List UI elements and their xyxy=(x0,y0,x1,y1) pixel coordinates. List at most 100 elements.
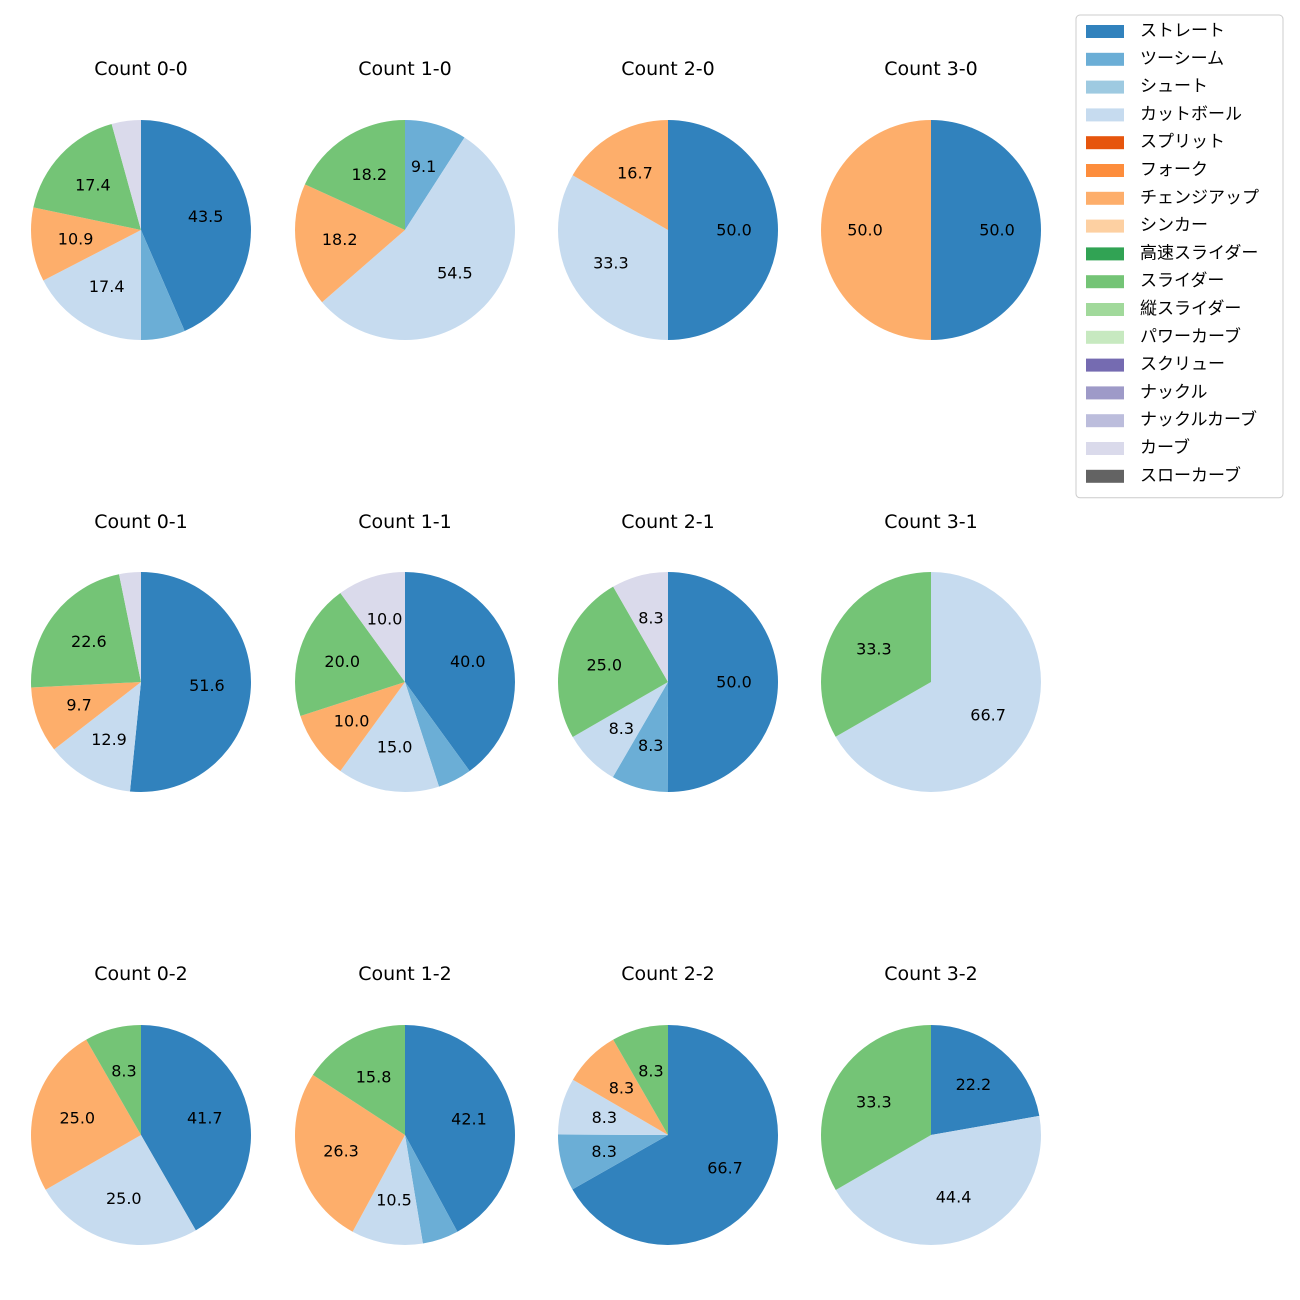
legend-swatch xyxy=(1086,191,1124,205)
legend-label: ツーシーム xyxy=(1140,49,1224,69)
legend-label: カーブ xyxy=(1140,437,1190,458)
pie-count-3-0: Count 3-0 50.0 50.0 xyxy=(821,58,1041,340)
pie-slice xyxy=(111,120,141,230)
pie-title: Count 2-1 xyxy=(621,511,715,533)
slice-label: 20.0 xyxy=(324,652,360,671)
pie-slice xyxy=(300,682,405,771)
legend-label: 縦スライダー xyxy=(1140,299,1241,319)
pie-slice xyxy=(613,1025,668,1135)
pie-slice xyxy=(558,1134,668,1190)
pie-title: Count 3-0 xyxy=(884,58,978,80)
slice-label: 8.3 xyxy=(111,1062,136,1081)
pie-slice xyxy=(613,572,668,682)
pie-slice xyxy=(304,120,405,230)
legend-label: シュート xyxy=(1140,77,1208,97)
slice-label: 15.8 xyxy=(356,1067,392,1086)
legend-item: チェンジアップ xyxy=(1086,188,1259,208)
pie-slice xyxy=(141,230,185,340)
slice-label: 8.3 xyxy=(638,736,663,755)
pie-slice xyxy=(322,137,515,340)
slice-label: 15.0 xyxy=(377,738,413,757)
pie-slice xyxy=(31,682,142,750)
legend-item: ツーシーム xyxy=(1086,49,1224,69)
pie-title: Count 3-1 xyxy=(884,511,978,533)
pie-slice xyxy=(821,1025,931,1190)
pie-count-1-0: Count 1-0 9.1 54.5 18.2 18.2 xyxy=(295,58,515,340)
pie-slice xyxy=(572,682,668,778)
slice-label: 50.0 xyxy=(716,221,752,240)
legend-label: スローカーブ xyxy=(1140,465,1241,486)
pie-slice xyxy=(572,120,668,230)
legend-swatch xyxy=(1086,219,1124,233)
pie-slice xyxy=(405,572,516,771)
pie-slice xyxy=(572,1039,668,1135)
pie-slice xyxy=(668,120,778,340)
pie-count-1-2: Count 1-2 42.1 10.5 26.3 15.8 xyxy=(294,963,515,1245)
pie-slice xyxy=(405,682,470,787)
legend-swatch xyxy=(1086,303,1124,316)
pie-slice xyxy=(557,586,668,737)
pie-slice xyxy=(141,120,252,331)
legend-label: ナックル xyxy=(1140,382,1208,402)
pie-count-0-1: Count 0-1 51.6 12.99.7 22.6 xyxy=(31,511,251,793)
slice-label: 10.9 xyxy=(58,229,94,248)
slice-label: 22.6 xyxy=(71,632,107,651)
pie-slice xyxy=(45,1135,196,1246)
slice-label: 8.3 xyxy=(609,1079,634,1098)
legend-swatch xyxy=(1086,414,1124,428)
slice-label: 33.3 xyxy=(856,1093,892,1112)
legend-item: 高速スライダー xyxy=(1086,243,1258,263)
pie-slice xyxy=(119,572,141,682)
slice-label: 51.6 xyxy=(189,676,225,695)
pie-slice xyxy=(30,1039,141,1190)
legend-item: ナックルカーブ xyxy=(1086,409,1257,430)
pie-title: Count 0-0 xyxy=(94,58,188,80)
legend-frame xyxy=(1075,14,1284,499)
slice-label: 42.1 xyxy=(451,1109,487,1128)
pie-slice xyxy=(295,593,405,716)
pie-slice xyxy=(352,1135,423,1245)
pie-count-2-1: Count 2-150.08.38.325.08.3 xyxy=(557,511,779,792)
pie-charts: Count 0-0 43.5 17.4 10.9 17.4 Count 1-0 9.1 54.… xyxy=(30,58,1041,1246)
legend-item: シンカー xyxy=(1086,216,1208,236)
legend-swatch xyxy=(1086,330,1124,344)
legend-label: カットボール xyxy=(1140,104,1242,124)
pie-count-3-2: Count 3-2 22.2 44.4 33.3 xyxy=(821,963,1041,1245)
legend-swatch xyxy=(1086,469,1124,483)
slice-label: 8.3 xyxy=(592,1108,617,1127)
pie-count-0-0: Count 0-0 43.5 17.4 10.9 17.4 xyxy=(31,58,252,340)
pie-title: Count 3-2 xyxy=(884,963,978,985)
pie-title: Count 2-0 xyxy=(621,58,715,80)
pie-slice xyxy=(340,682,439,792)
legend-label: フォーク xyxy=(1140,160,1208,180)
legend-item: スローカーブ xyxy=(1086,465,1241,486)
slice-label: 8.3 xyxy=(609,719,634,738)
legend-item: カットボール xyxy=(1086,104,1242,124)
slice-label: 10.5 xyxy=(376,1191,412,1210)
legend-item: シュート xyxy=(1086,77,1208,97)
pie-slice xyxy=(340,572,405,682)
legend-swatch xyxy=(1086,52,1124,66)
pie-slice xyxy=(129,572,251,793)
legend-item: スプリット xyxy=(1086,132,1225,152)
slice-label: 33.3 xyxy=(856,639,892,658)
slice-label: 17.4 xyxy=(89,277,125,296)
legend-label: ナックルカーブ xyxy=(1140,409,1257,430)
pie-slice xyxy=(612,682,668,792)
pie-count-0-2: Count 0-2 41.7 25.0 25.0 8.3 xyxy=(30,963,251,1246)
slice-label: 26.3 xyxy=(323,1142,359,1161)
legend-label: スクリュー xyxy=(1140,355,1225,375)
legend-swatch xyxy=(1086,108,1124,122)
slice-label: 66.7 xyxy=(970,706,1006,725)
pie-slice xyxy=(54,682,141,792)
pie-count-2-2: Count 2-266.78.38.38.38.3 xyxy=(558,963,778,1245)
pie-slice xyxy=(821,120,931,340)
pie-title: Count 1-2 xyxy=(358,963,452,985)
legend-swatch xyxy=(1086,136,1124,150)
legend-item: 縦スライダー xyxy=(1086,299,1241,319)
legend-label: ストレート xyxy=(1140,21,1225,41)
legend-item: ストレート xyxy=(1086,21,1225,41)
slice-label: 18.2 xyxy=(322,230,358,249)
slice-label: 9.1 xyxy=(411,157,436,176)
